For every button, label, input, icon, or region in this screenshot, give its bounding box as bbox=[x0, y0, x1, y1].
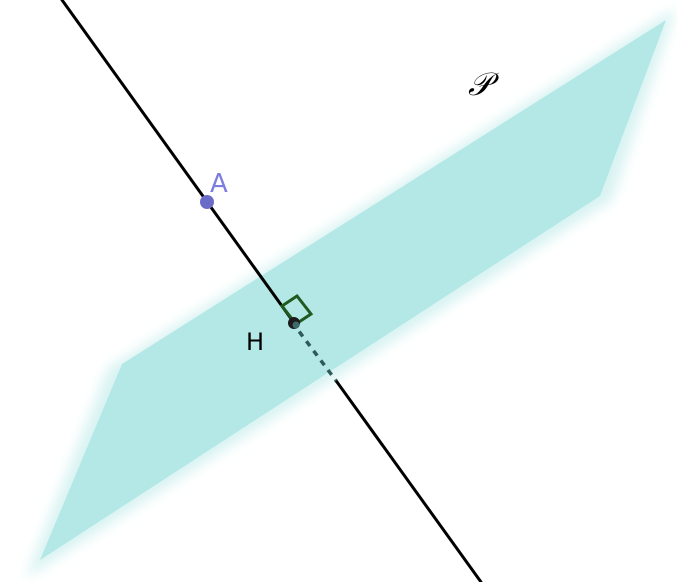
point-h-label: H bbox=[246, 328, 264, 356]
plane-label: 𝒫 bbox=[468, 65, 500, 103]
point-a-label: A bbox=[210, 169, 228, 199]
point-h-highlight bbox=[292, 321, 300, 329]
line-lower bbox=[335, 380, 483, 582]
plane-surface bbox=[40, 20, 666, 560]
point-a bbox=[200, 195, 214, 209]
line-upper bbox=[60, 0, 294, 322]
line-hidden-dashed bbox=[290, 320, 339, 384]
plane-p bbox=[26, 8, 676, 578]
